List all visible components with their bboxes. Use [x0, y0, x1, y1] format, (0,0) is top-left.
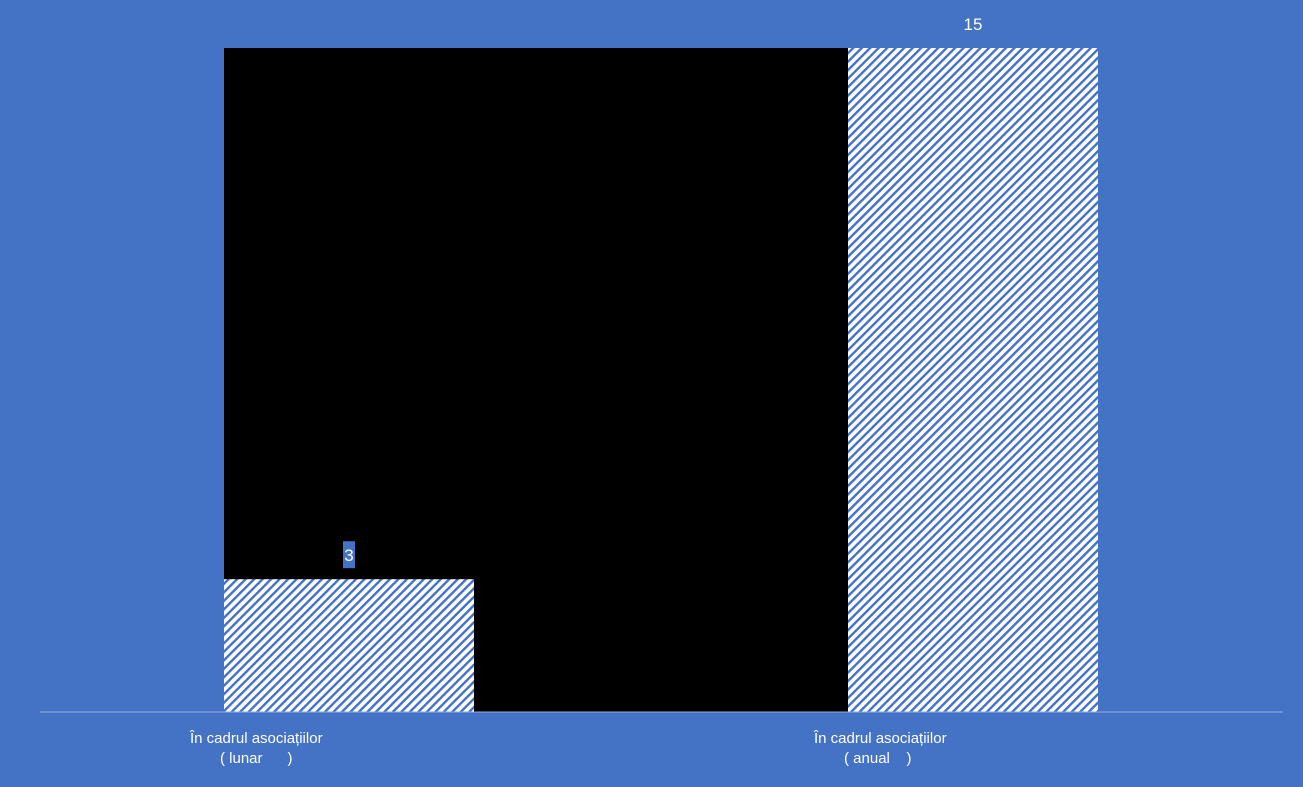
bar — [848, 48, 1098, 712]
x-tick-label: În cadrul asociațiilor ( lunar ) — [190, 729, 323, 769]
data-label: 3 — [344, 546, 353, 565]
data-label: 15 — [964, 15, 983, 34]
data-label-highlight — [343, 541, 355, 569]
x-tick-label-line: În cadrul asociațiilor — [190, 730, 323, 747]
x-tick-label: În cadrul asociațiilor ( anual ) — [814, 729, 947, 769]
bar — [224, 579, 474, 712]
x-tick-label-line: ( lunar ) — [220, 750, 293, 767]
x-tick-label-line: ( anual ) — [844, 750, 912, 767]
x-tick-label-line: În cadrul asociațiilor — [814, 730, 947, 747]
